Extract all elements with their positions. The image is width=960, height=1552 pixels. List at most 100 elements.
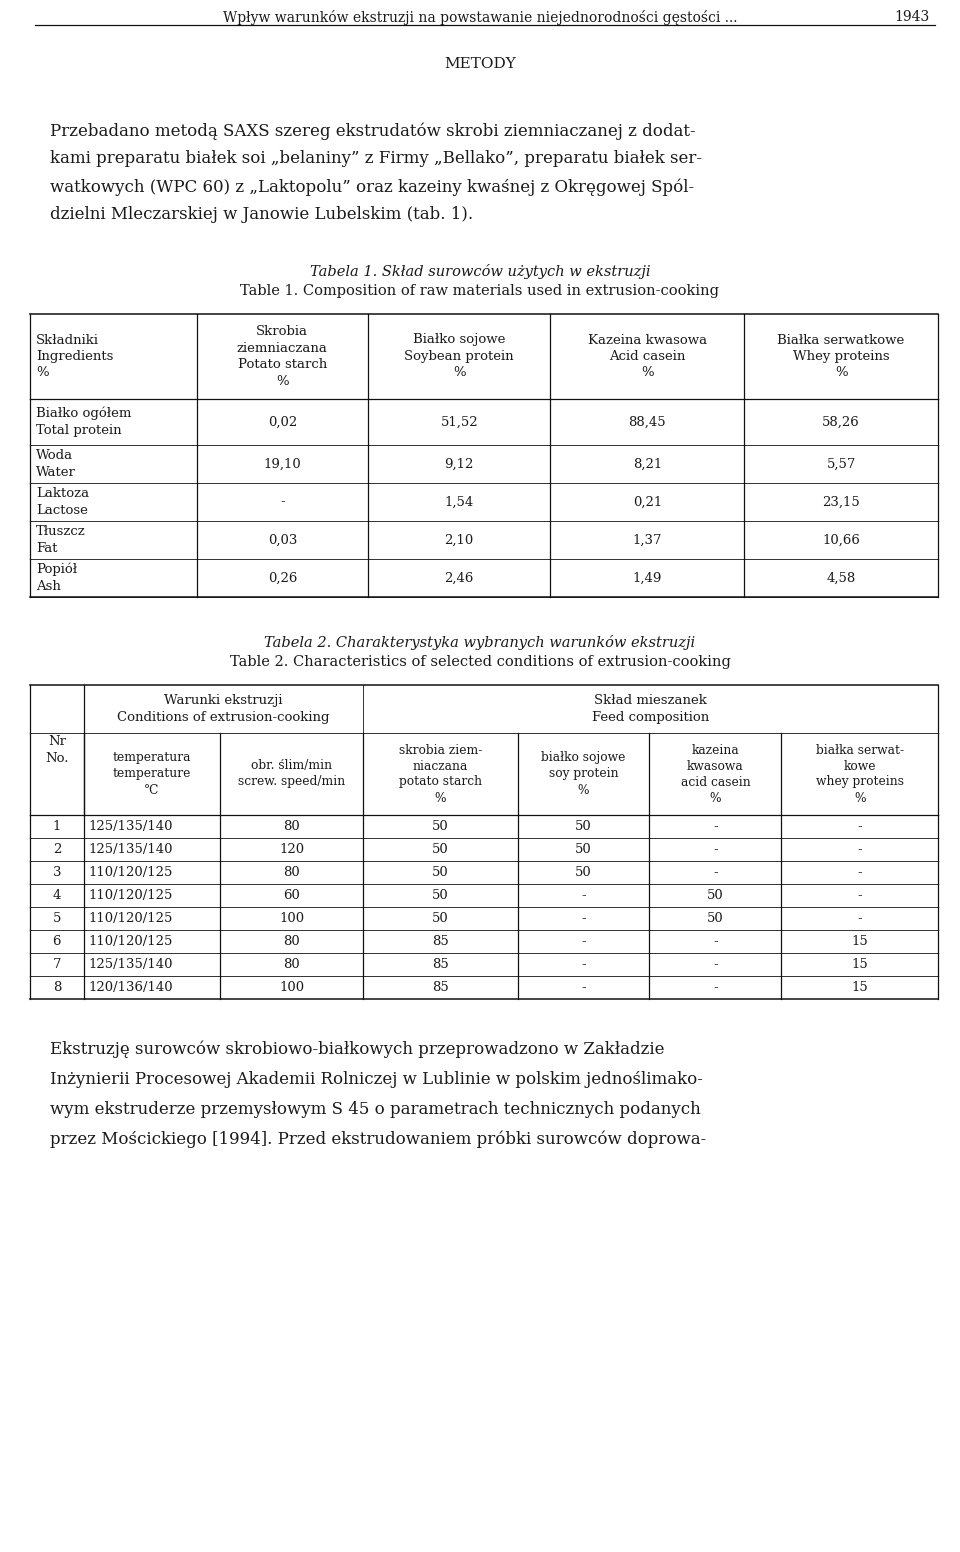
Text: Woda
Water: Woda Water	[36, 449, 76, 478]
Text: -: -	[280, 495, 285, 509]
Text: 15: 15	[852, 958, 868, 972]
Text: 110/120/125: 110/120/125	[88, 934, 173, 948]
Text: Table 1. Composition of raw materials used in extrusion-cooking: Table 1. Composition of raw materials us…	[241, 284, 719, 298]
Text: 85: 85	[432, 958, 448, 972]
Text: 5,57: 5,57	[827, 458, 855, 470]
Text: 5: 5	[53, 913, 61, 925]
Text: 110/120/125: 110/120/125	[88, 866, 173, 878]
Text: Inżynierii Procesowej Akademii Rolniczej w Lublinie w polskim jednoślimako-: Inżynierii Procesowej Akademii Rolniczej…	[50, 1071, 703, 1088]
Text: 3: 3	[53, 866, 61, 878]
Text: 8,21: 8,21	[633, 458, 662, 470]
Text: 0,21: 0,21	[633, 495, 662, 509]
Text: 80: 80	[283, 866, 300, 878]
Text: 80: 80	[283, 934, 300, 948]
Text: 6: 6	[53, 934, 61, 948]
Text: -: -	[581, 934, 586, 948]
Text: kami preparatu białek soi „belaniny” z Firmy „Bellako”, preparatu białek ser-: kami preparatu białek soi „belaniny” z F…	[50, 151, 702, 168]
Text: -: -	[857, 819, 862, 833]
Text: 80: 80	[283, 819, 300, 833]
Text: watkowych (WPC 60) z „Laktopolu” oraz kazeiny kwaśnej z Okręgowej Spól-: watkowych (WPC 60) z „Laktopolu” oraz ka…	[50, 178, 694, 196]
Text: obr. ślim/min
screw. speed/min: obr. ślim/min screw. speed/min	[238, 759, 346, 788]
Text: 125/135/140: 125/135/140	[88, 819, 173, 833]
Text: przez Mościckiego [1994]. Przed ekstrudowaniem próbki surowców doprowa-: przez Mościckiego [1994]. Przed ekstrudo…	[50, 1131, 707, 1148]
Text: Warunki ekstruzji
Conditions of extrusion-cooking: Warunki ekstruzji Conditions of extrusio…	[117, 694, 329, 723]
Text: 125/135/140: 125/135/140	[88, 843, 173, 857]
Text: 4,58: 4,58	[827, 571, 855, 585]
Text: -: -	[713, 981, 718, 993]
Text: 120/136/140: 120/136/140	[88, 981, 174, 993]
Text: -: -	[857, 866, 862, 878]
Text: 50: 50	[575, 819, 592, 833]
Text: 1,37: 1,37	[633, 534, 662, 546]
Text: 50: 50	[432, 843, 448, 857]
Text: Wpływ warunków ekstruzji na powstawanie niejednorodności gęstości ...: Wpływ warunków ekstruzji na powstawanie …	[223, 9, 737, 25]
Text: 8: 8	[53, 981, 61, 993]
Text: 50: 50	[708, 889, 724, 902]
Text: 100: 100	[279, 981, 304, 993]
Text: -: -	[857, 843, 862, 857]
Text: Białko sojowe
Soybean protein
%: Białko sojowe Soybean protein %	[404, 334, 514, 380]
Text: 100: 100	[279, 913, 304, 925]
Text: Tabela 1. Skład surowców użytych w ekstruzji: Tabela 1. Skład surowców użytych w ekstr…	[310, 264, 650, 279]
Text: Białko ogółem
Total protein: Białko ogółem Total protein	[36, 407, 132, 438]
Text: 9,12: 9,12	[444, 458, 474, 470]
Text: 19,10: 19,10	[263, 458, 301, 470]
Text: 110/120/125: 110/120/125	[88, 889, 173, 902]
Text: Skrobia
ziemniaczana
Potato starch
%: Skrobia ziemniaczana Potato starch %	[237, 326, 327, 388]
Text: 0,03: 0,03	[268, 534, 297, 546]
Text: skrobia ziem-
niaczana
potato starch
%: skrobia ziem- niaczana potato starch %	[398, 743, 482, 804]
Text: 0,26: 0,26	[268, 571, 297, 585]
Text: 50: 50	[432, 889, 448, 902]
Text: -: -	[713, 819, 718, 833]
Text: 15: 15	[852, 981, 868, 993]
Text: 85: 85	[432, 981, 448, 993]
Text: -: -	[581, 889, 586, 902]
Text: 7: 7	[53, 958, 61, 972]
Text: -: -	[581, 913, 586, 925]
Text: temperatura
temperature
°C: temperatura temperature °C	[112, 751, 191, 796]
Text: 10,66: 10,66	[822, 534, 860, 546]
Text: -: -	[713, 866, 718, 878]
Text: Tłuszcz
Fat: Tłuszcz Fat	[36, 525, 85, 554]
Text: -: -	[713, 934, 718, 948]
Text: -: -	[581, 958, 586, 972]
Text: Table 2. Characteristics of selected conditions of extrusion-cooking: Table 2. Characteristics of selected con…	[229, 655, 731, 669]
Text: 50: 50	[432, 913, 448, 925]
Text: Skład mieszanek
Feed composition: Skład mieszanek Feed composition	[592, 694, 709, 723]
Text: 88,45: 88,45	[629, 416, 666, 428]
Text: -: -	[581, 981, 586, 993]
Text: 125/135/140: 125/135/140	[88, 958, 173, 972]
Text: -: -	[857, 889, 862, 902]
Text: 2,46: 2,46	[444, 571, 474, 585]
Text: 110/120/125: 110/120/125	[88, 913, 173, 925]
Text: Białka serwatkowe
Whey proteins
%: Białka serwatkowe Whey proteins %	[778, 334, 904, 380]
Text: kazeina
kwasowa
acid casein
%: kazeina kwasowa acid casein %	[681, 743, 751, 804]
Text: 85: 85	[432, 934, 448, 948]
Text: -: -	[713, 843, 718, 857]
Text: -: -	[857, 913, 862, 925]
Text: 50: 50	[432, 866, 448, 878]
Text: Ekstruzję surowców skrobiowo-białkowych przeprowadzono w Zakładzie: Ekstruzję surowców skrobiowo-białkowych …	[50, 1041, 664, 1058]
Text: Przebadano metodą SAXS szereg ekstrudatów skrobi ziemniaczanej z dodat-: Przebadano metodą SAXS szereg ekstrudató…	[50, 123, 696, 140]
Text: 50: 50	[432, 819, 448, 833]
Text: 51,52: 51,52	[441, 416, 478, 428]
Text: 1943: 1943	[895, 9, 930, 23]
Text: -: -	[713, 958, 718, 972]
Text: 4: 4	[53, 889, 61, 902]
Text: 50: 50	[575, 866, 592, 878]
Text: Tabela 2. Charakterystyka wybranych warunków ekstruzji: Tabela 2. Charakterystyka wybranych waru…	[264, 635, 696, 650]
Text: Kazeina kwasowa
Acid casein
%: Kazeina kwasowa Acid casein %	[588, 334, 707, 380]
Text: wym ekstruderze przemysłowym S 45 o parametrach technicznych podanych: wym ekstruderze przemysłowym S 45 o para…	[50, 1100, 701, 1117]
Text: białka serwat-
kowe
whey proteins
%: białka serwat- kowe whey proteins %	[816, 743, 903, 804]
Text: dzielni Mleczarskiej w Janowie Lubelskim (tab. 1).: dzielni Mleczarskiej w Janowie Lubelskim…	[50, 206, 473, 223]
Text: 15: 15	[852, 934, 868, 948]
Text: Składniki
Ingredients
%: Składniki Ingredients %	[36, 334, 113, 380]
Text: 1,54: 1,54	[444, 495, 474, 509]
Text: 1,49: 1,49	[633, 571, 662, 585]
Text: 2,10: 2,10	[444, 534, 474, 546]
Text: 60: 60	[283, 889, 300, 902]
Text: 50: 50	[708, 913, 724, 925]
Text: 58,26: 58,26	[823, 416, 860, 428]
Text: 2: 2	[53, 843, 61, 857]
Text: METODY: METODY	[444, 57, 516, 71]
